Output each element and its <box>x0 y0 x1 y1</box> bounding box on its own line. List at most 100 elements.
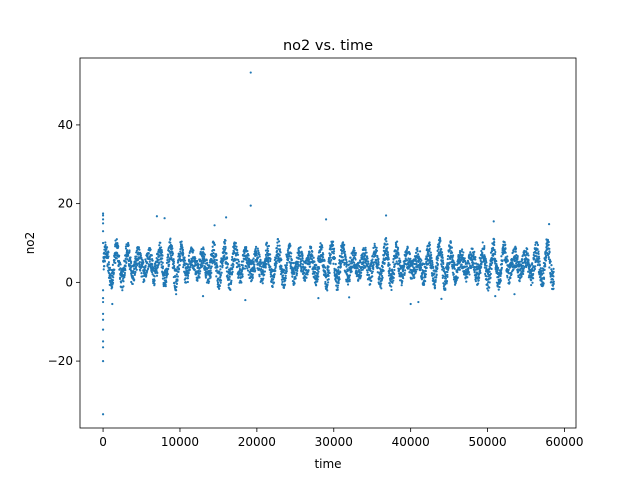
y-tick-label: 20 <box>58 197 73 211</box>
data-point <box>264 266 267 269</box>
data-point <box>174 275 178 278</box>
data-point <box>226 274 229 277</box>
data-point <box>493 248 496 252</box>
data-point <box>260 265 263 268</box>
data-point <box>236 251 239 254</box>
data-point <box>448 248 451 252</box>
data-point <box>366 255 369 258</box>
data-point <box>397 253 400 256</box>
data-point <box>489 276 492 279</box>
data-point <box>108 266 112 269</box>
data-point <box>512 250 515 253</box>
data-point <box>439 239 442 242</box>
data-point <box>294 277 297 280</box>
data-point <box>254 269 257 272</box>
data-point <box>253 263 256 266</box>
data-point <box>118 254 121 257</box>
data-point <box>411 277 414 280</box>
data-point <box>383 262 386 265</box>
data-point <box>461 256 465 260</box>
data-point <box>327 265 330 268</box>
data-point <box>196 279 199 282</box>
data-point <box>535 255 538 258</box>
data-point <box>215 262 218 265</box>
data-point <box>527 261 530 264</box>
data-point <box>155 215 158 218</box>
data-point <box>303 278 306 281</box>
x-tick-label: 20000 <box>238 435 276 449</box>
data-point <box>103 255 107 258</box>
data-point <box>346 283 350 286</box>
data-point <box>119 281 123 284</box>
data-point <box>192 249 195 252</box>
data-point <box>267 244 271 248</box>
data-point <box>185 262 188 266</box>
data-point <box>148 260 151 263</box>
data-point <box>258 255 261 258</box>
data-point <box>119 263 122 266</box>
data-point <box>526 247 529 251</box>
data-point <box>473 271 476 274</box>
data-point <box>151 259 154 262</box>
data-point <box>122 277 125 280</box>
data-point <box>512 268 515 271</box>
data-point <box>530 283 533 287</box>
data-point <box>536 243 540 247</box>
data-point <box>338 278 341 281</box>
data-point <box>468 273 471 276</box>
data-point <box>281 274 285 277</box>
data-point <box>111 285 114 289</box>
data-point <box>175 273 178 276</box>
data-point <box>465 265 469 268</box>
data-point <box>123 271 127 275</box>
data-point <box>315 264 318 267</box>
data-point <box>177 260 180 264</box>
data-point <box>165 276 168 279</box>
data-point <box>498 285 501 289</box>
data-point <box>208 264 211 267</box>
data-point <box>286 249 289 252</box>
data-point <box>237 258 240 261</box>
data-point <box>115 257 118 260</box>
data-point <box>453 261 456 264</box>
data-point <box>296 260 300 264</box>
data-point <box>483 254 486 257</box>
data-point <box>551 278 555 281</box>
data-point <box>167 267 170 271</box>
data-point <box>409 302 412 306</box>
data-point <box>552 270 555 273</box>
data-point <box>134 270 137 273</box>
data-point <box>492 220 495 223</box>
data-point <box>231 255 234 259</box>
data-point <box>503 241 506 244</box>
data-point <box>130 260 133 263</box>
data-point <box>101 214 105 217</box>
data-point <box>331 244 335 247</box>
data-point <box>177 267 181 270</box>
data-point <box>203 259 207 262</box>
data-point <box>493 253 497 256</box>
data-point <box>261 282 264 285</box>
data-point <box>534 243 537 246</box>
data-point <box>203 257 206 260</box>
data-point <box>255 254 258 257</box>
data-point <box>468 262 471 265</box>
data-point <box>326 283 329 287</box>
data-point <box>269 257 272 261</box>
data-point <box>501 260 504 263</box>
data-point <box>175 268 178 271</box>
data-point <box>135 251 138 254</box>
data-point <box>377 261 380 264</box>
data-point <box>549 260 552 263</box>
data-point <box>156 271 159 275</box>
data-point <box>478 269 482 272</box>
data-point <box>117 259 121 263</box>
data-point <box>103 260 107 263</box>
data-point <box>236 262 239 265</box>
data-point <box>332 247 336 250</box>
data-point <box>402 277 405 280</box>
data-point <box>154 271 157 275</box>
data-point <box>329 253 332 256</box>
data-point <box>487 289 490 292</box>
data-point <box>496 266 500 270</box>
